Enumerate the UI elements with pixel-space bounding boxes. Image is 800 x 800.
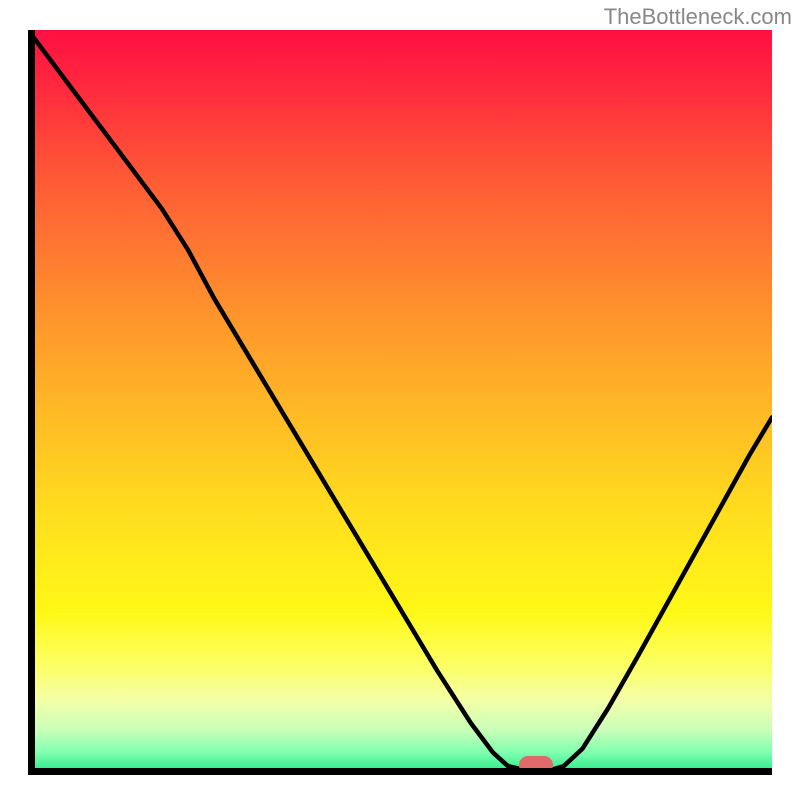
y-axis (28, 30, 35, 775)
performance-curve (28, 30, 772, 775)
x-axis (28, 768, 772, 775)
bottleneck-chart (28, 30, 772, 775)
watermark-text: TheBottleneck.com (604, 4, 792, 30)
